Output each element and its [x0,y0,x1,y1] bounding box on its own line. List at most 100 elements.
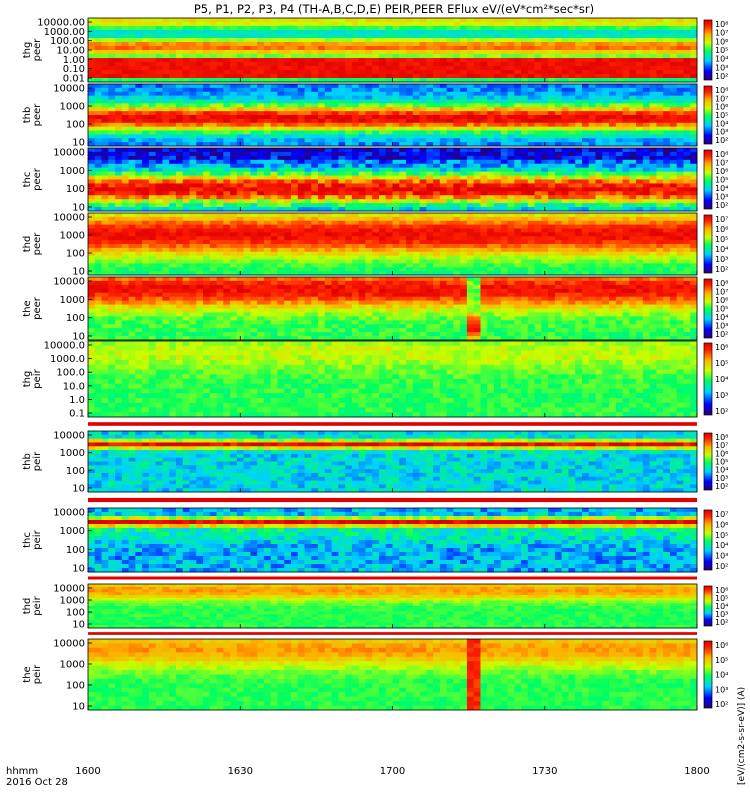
heatmap-cell [623,164,630,168]
heatmap-cell [596,46,603,50]
heatmap-cell [311,84,318,88]
heatmap-cell [162,248,169,252]
heatmap-cell [359,22,366,26]
heatmap-cell [291,176,298,180]
heatmap-cell [196,46,203,50]
heatmap-cell [244,62,251,66]
heatmap-cell [596,172,603,176]
heatmap-cell [420,66,427,70]
heatmap-cell [237,176,244,180]
heatmap-cell [318,131,325,135]
heatmap-cell [176,62,183,66]
heatmap-cell [568,26,575,30]
heatmap-cell [359,119,366,123]
heatmap-cell [596,156,603,160]
heatmap-cell [311,74,318,78]
heatmap-cell [162,176,169,180]
heatmap-cell [210,248,217,252]
heatmap-cell [650,172,657,176]
heatmap-cell [602,46,609,50]
heatmap-cell [575,30,582,34]
heatmap-cell [149,229,156,233]
heatmap-cell [365,183,372,187]
heatmap-cell [596,22,603,26]
heatmap-cell [325,244,332,248]
heatmap-cell [257,195,264,199]
heatmap-cell [237,252,244,256]
heatmap-cell [528,119,535,123]
heatmap-cell [230,221,237,225]
heatmap-cell [352,34,359,38]
heatmap-cell [230,50,237,54]
heatmap-cell [413,58,420,62]
heatmap-cell [393,176,400,180]
heatmap-cell [264,119,271,123]
heatmap-cell [670,191,677,195]
heatmap-cell [386,119,393,123]
heatmap-cell [562,183,569,187]
heatmap-cell [386,107,393,111]
heatmap-cell [501,107,508,111]
heatmap-cell [562,103,569,107]
heatmap-cell [176,84,183,88]
heatmap-cell [670,54,677,58]
heatmap-cell [690,164,697,168]
heatmap-cell [135,248,142,252]
heatmap-cell [325,240,332,244]
heatmap-cell [508,156,515,160]
heatmap-cell [393,168,400,172]
heatmap-cell [190,115,197,119]
heatmap-cell [528,176,535,180]
heatmap-cell [487,107,494,111]
heatmap-cell [643,119,650,123]
heatmap-cell [487,176,494,180]
heatmap-cell [602,134,609,138]
heatmap-cell [129,180,136,184]
heatmap-cell [318,111,325,115]
heatmap-cell [690,18,697,22]
heatmap-cell [643,138,650,142]
heatmap-cell [162,18,169,22]
heatmap-cell [460,42,467,46]
heatmap-cell [494,107,501,111]
heatmap-cell [535,199,542,203]
heatmap-cell [352,46,359,50]
heatmap-cell [257,107,264,111]
heatmap-cell [203,248,210,252]
heatmap-cell [176,217,183,221]
colorbar-tick-label: 10⁵ [715,46,728,55]
heatmap-cell [596,92,603,96]
heatmap-cell [568,70,575,74]
heatmap-cell [596,18,603,22]
heatmap-cell [318,229,325,233]
heatmap-cell [514,88,521,92]
heatmap-cell [487,100,494,104]
heatmap-cell [284,131,291,135]
heatmap-cell [656,66,663,70]
heatmap-cell [372,164,379,168]
heatmap-cell [650,148,657,152]
heatmap-cell [494,138,501,142]
heatmap-cell [474,107,481,111]
heatmap-cell [365,26,372,30]
heatmap-cell [420,203,427,207]
heatmap-cell [487,88,494,92]
heatmap-cell [379,38,386,42]
heatmap-cell [514,131,521,135]
heatmap-cell [406,187,413,191]
heatmap-cell [555,187,562,191]
heatmap-cell [677,156,684,160]
heatmap-cell [284,38,291,42]
heatmap-cell [440,127,447,131]
heatmap-cell [156,103,163,107]
heatmap-cell [102,26,109,30]
heatmap-cell [467,176,474,180]
heatmap-cell [135,256,142,260]
heatmap-cell [88,54,95,58]
heatmap-cell [88,172,95,176]
heatmap-cell [264,195,271,199]
heatmap-cell [291,160,298,164]
heatmap-cell [670,176,677,180]
heatmap-cell [264,248,271,252]
